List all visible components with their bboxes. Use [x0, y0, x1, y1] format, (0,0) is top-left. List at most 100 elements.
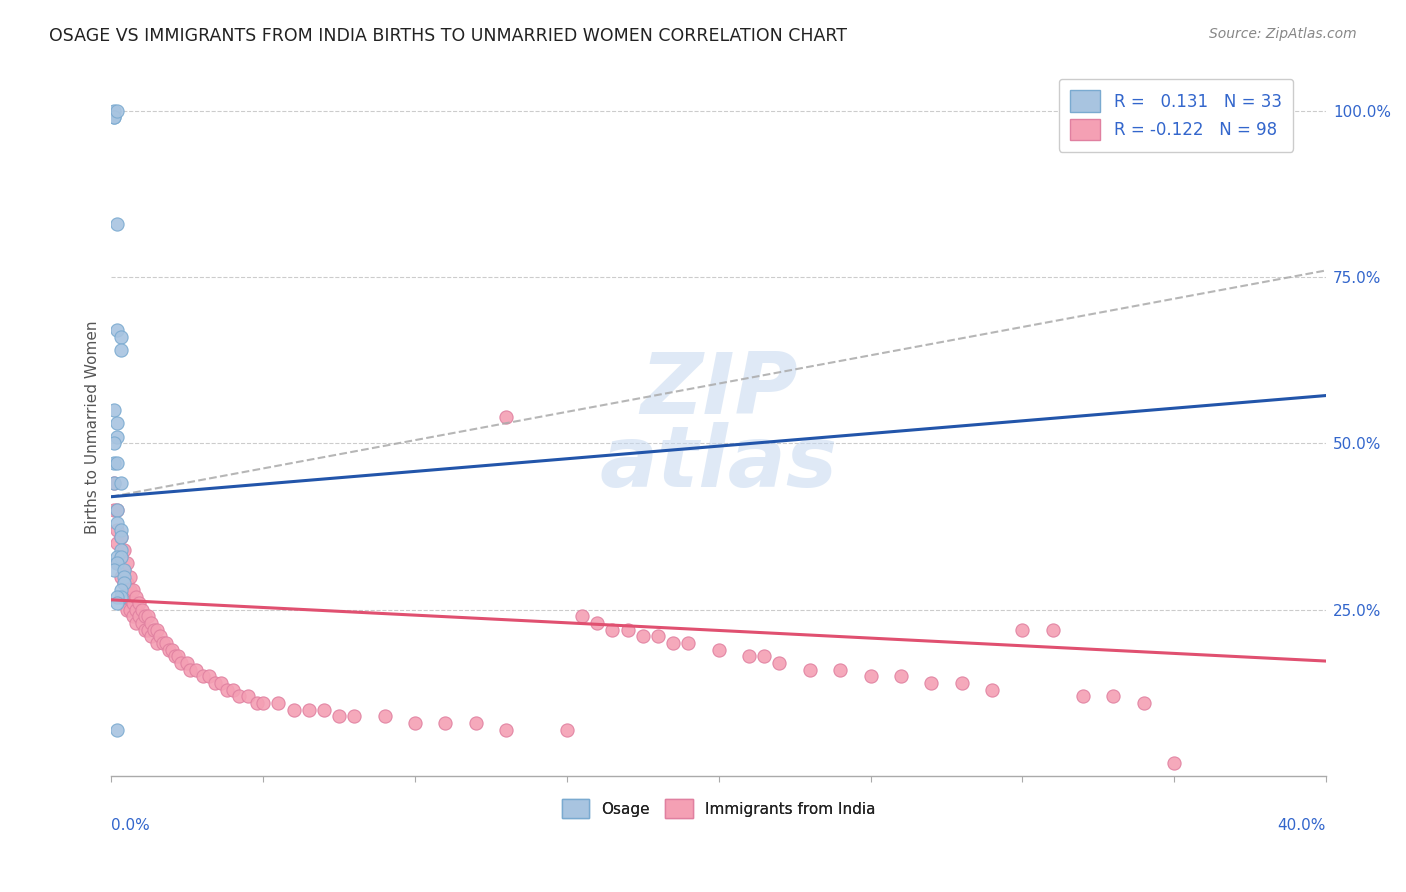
Point [738, 649, 761, 664]
Point [830, 663, 852, 677]
Point [107, 516, 129, 531]
Point [118, 569, 141, 583]
Point [662, 636, 685, 650]
Point [110, 549, 132, 564]
Point [678, 636, 700, 650]
Point [112, 563, 135, 577]
Point [1042, 623, 1064, 637]
Point [157, 642, 180, 657]
Point [128, 609, 150, 624]
Point [616, 623, 638, 637]
Text: 40.0%: 40.0% [1278, 818, 1326, 833]
Point [950, 676, 973, 690]
Point [103, 457, 125, 471]
Point [374, 709, 396, 723]
Point [859, 669, 882, 683]
Text: OSAGE VS IMMIGRANTS FROM INDIA BIRTHS TO UNMARRIED WOMEN CORRELATION CHART: OSAGE VS IMMIGRANTS FROM INDIA BIRTHS TO… [49, 27, 848, 45]
Point [434, 715, 457, 730]
Legend: Osage, Immigrants from India: Osage, Immigrants from India [555, 793, 882, 824]
Point [191, 669, 214, 683]
Point [118, 582, 141, 597]
Point [555, 723, 578, 737]
Point [160, 642, 183, 657]
Point [1102, 690, 1125, 704]
Point [112, 576, 135, 591]
Point [252, 696, 274, 710]
Point [110, 343, 132, 358]
Point [103, 563, 125, 577]
Point [125, 590, 148, 604]
Point [495, 409, 517, 424]
Text: 0.0%: 0.0% [111, 818, 150, 833]
Point [103, 476, 125, 491]
Point [134, 623, 156, 637]
Point [110, 569, 132, 583]
Point [170, 656, 193, 670]
Point [115, 590, 138, 604]
Point [981, 682, 1004, 697]
Point [110, 330, 132, 344]
Point [768, 656, 790, 670]
Point [209, 676, 232, 690]
Point [115, 603, 138, 617]
Point [707, 642, 730, 657]
Point [586, 616, 609, 631]
Point [107, 723, 129, 737]
Point [110, 530, 132, 544]
Point [1071, 690, 1094, 704]
Point [103, 111, 125, 125]
Point [228, 690, 250, 704]
Point [107, 103, 129, 118]
Point [107, 430, 129, 444]
Point [110, 549, 132, 564]
Point [186, 663, 208, 677]
Point [107, 457, 129, 471]
Point [107, 549, 129, 564]
Point [131, 616, 153, 631]
Point [236, 690, 259, 704]
Point [146, 636, 169, 650]
Point [125, 616, 148, 631]
Point [222, 682, 245, 697]
Point [1011, 623, 1033, 637]
Point [107, 217, 129, 231]
Point [215, 682, 238, 697]
Point [204, 676, 226, 690]
Point [121, 596, 143, 610]
Point [464, 715, 486, 730]
Point [799, 663, 821, 677]
Point [602, 623, 624, 637]
Point [139, 629, 162, 643]
Point [107, 596, 129, 610]
Point [152, 636, 174, 650]
Point [246, 696, 269, 710]
Point [155, 636, 177, 650]
Point [110, 543, 132, 558]
Point [121, 582, 143, 597]
Point [754, 649, 776, 664]
Text: Source: ZipAtlas.com: Source: ZipAtlas.com [1209, 27, 1357, 41]
Point [165, 649, 187, 664]
Point [197, 669, 219, 683]
Point [571, 609, 593, 624]
Point [146, 623, 169, 637]
Point [110, 590, 132, 604]
Point [298, 703, 321, 717]
Text: ZIP
atlas: ZIP atlas [600, 349, 838, 505]
Point [107, 503, 129, 517]
Point [631, 629, 654, 643]
Point [136, 623, 159, 637]
Point [112, 590, 135, 604]
Point [118, 603, 141, 617]
Y-axis label: Births to Unmarried Women: Births to Unmarried Women [86, 320, 100, 533]
Point [103, 476, 125, 491]
Point [343, 709, 366, 723]
Point [312, 703, 335, 717]
Point [1133, 696, 1156, 710]
Point [112, 563, 135, 577]
Point [107, 417, 129, 431]
Point [107, 590, 129, 604]
Point [115, 556, 138, 570]
Point [404, 715, 426, 730]
Point [110, 523, 132, 537]
